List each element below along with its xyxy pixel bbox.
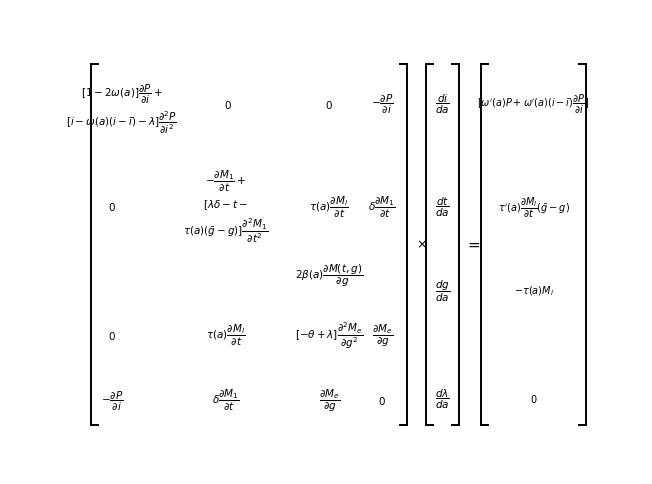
Text: $\dfrac{dg}{da}$: $\dfrac{dg}{da}$: [435, 278, 451, 303]
Text: $\dfrac{\partial M_e}{\partial g}$: $\dfrac{\partial M_e}{\partial g}$: [319, 388, 340, 414]
Text: $=$: $=$: [465, 237, 481, 252]
Text: $[i-\omega(a)(i-\bar{\imath})-\lambda]\dfrac{\partial^2 P}{\partial i^2}$: $[i-\omega(a)(i-\bar{\imath})-\lambda]\d…: [67, 109, 177, 136]
Text: $0$: $0$: [108, 201, 116, 213]
Text: $-\tau(a)M_l$: $-\tau(a)M_l$: [514, 284, 554, 298]
Text: $\tau'(a)\dfrac{\partial M_l}{\partial t}(\bar{g}-g)$: $\tau'(a)\dfrac{\partial M_l}{\partial t…: [497, 195, 570, 220]
Text: $\dfrac{\partial M_e}{\partial g}$: $\dfrac{\partial M_e}{\partial g}$: [372, 323, 393, 349]
Text: $\tau(a)(\bar{g}-g)]\dfrac{\partial^2 M_1}{\partial t^2}$: $\tau(a)(\bar{g}-g)]\dfrac{\partial^2 M_…: [183, 216, 268, 244]
Text: $\tau(a)\dfrac{\partial M_l}{\partial t}$: $\tau(a)\dfrac{\partial M_l}{\partial t}…: [206, 323, 245, 348]
Text: $-\dfrac{\partial M_1}{\partial t}+$: $-\dfrac{\partial M_1}{\partial t}+$: [205, 169, 246, 195]
Text: $\times$: $\times$: [416, 238, 426, 251]
Text: $[\lambda\delta - t -$: $[\lambda\delta - t -$: [203, 198, 248, 212]
Text: $2\beta(a)\dfrac{\partial M(t,g)}{\partial g}$: $2\beta(a)\dfrac{\partial M(t,g)}{\parti…: [295, 263, 363, 289]
Text: $[1-2\omega(a)]\dfrac{\partial P}{\partial i}+$: $[1-2\omega(a)]\dfrac{\partial P}{\parti…: [81, 83, 163, 106]
Text: $-\dfrac{\partial P}{\partial i}$: $-\dfrac{\partial P}{\partial i}$: [371, 93, 393, 116]
Text: $0$: $0$: [325, 99, 333, 111]
Text: $-\dfrac{\partial P}{\partial i}$: $-\dfrac{\partial P}{\partial i}$: [100, 389, 123, 412]
Text: $0$: $0$: [378, 395, 386, 407]
Text: $\dfrac{di}{da}$: $\dfrac{di}{da}$: [436, 93, 451, 116]
Text: $\dfrac{d\lambda}{da}$: $\dfrac{d\lambda}{da}$: [436, 388, 451, 411]
Text: $[\omega'(a)P+\omega'(a)(i-\bar{\imath})\dfrac{\partial P}{\partial i}]$: $[\omega'(a)P+\omega'(a)(i-\bar{\imath})…: [477, 93, 590, 116]
Text: $\dfrac{dt}{da}$: $\dfrac{dt}{da}$: [436, 196, 451, 219]
Text: $0$: $0$: [108, 330, 116, 342]
Text: $[-\theta+\lambda]\dfrac{\partial^2 M_e}{\partial g^2}$: $[-\theta+\lambda]\dfrac{\partial^2 M_e}…: [295, 320, 363, 351]
Text: $0$: $0$: [224, 99, 232, 111]
Text: $0$: $0$: [530, 393, 537, 405]
Text: $\delta\dfrac{\partial M_1}{\partial t}$: $\delta\dfrac{\partial M_1}{\partial t}$: [368, 195, 396, 220]
Text: $\tau(a)\dfrac{\partial M_l}{\partial t}$: $\tau(a)\dfrac{\partial M_l}{\partial t}…: [310, 195, 349, 220]
Text: $\delta\dfrac{\partial M_1}{\partial t}$: $\delta\dfrac{\partial M_1}{\partial t}$: [212, 389, 239, 413]
